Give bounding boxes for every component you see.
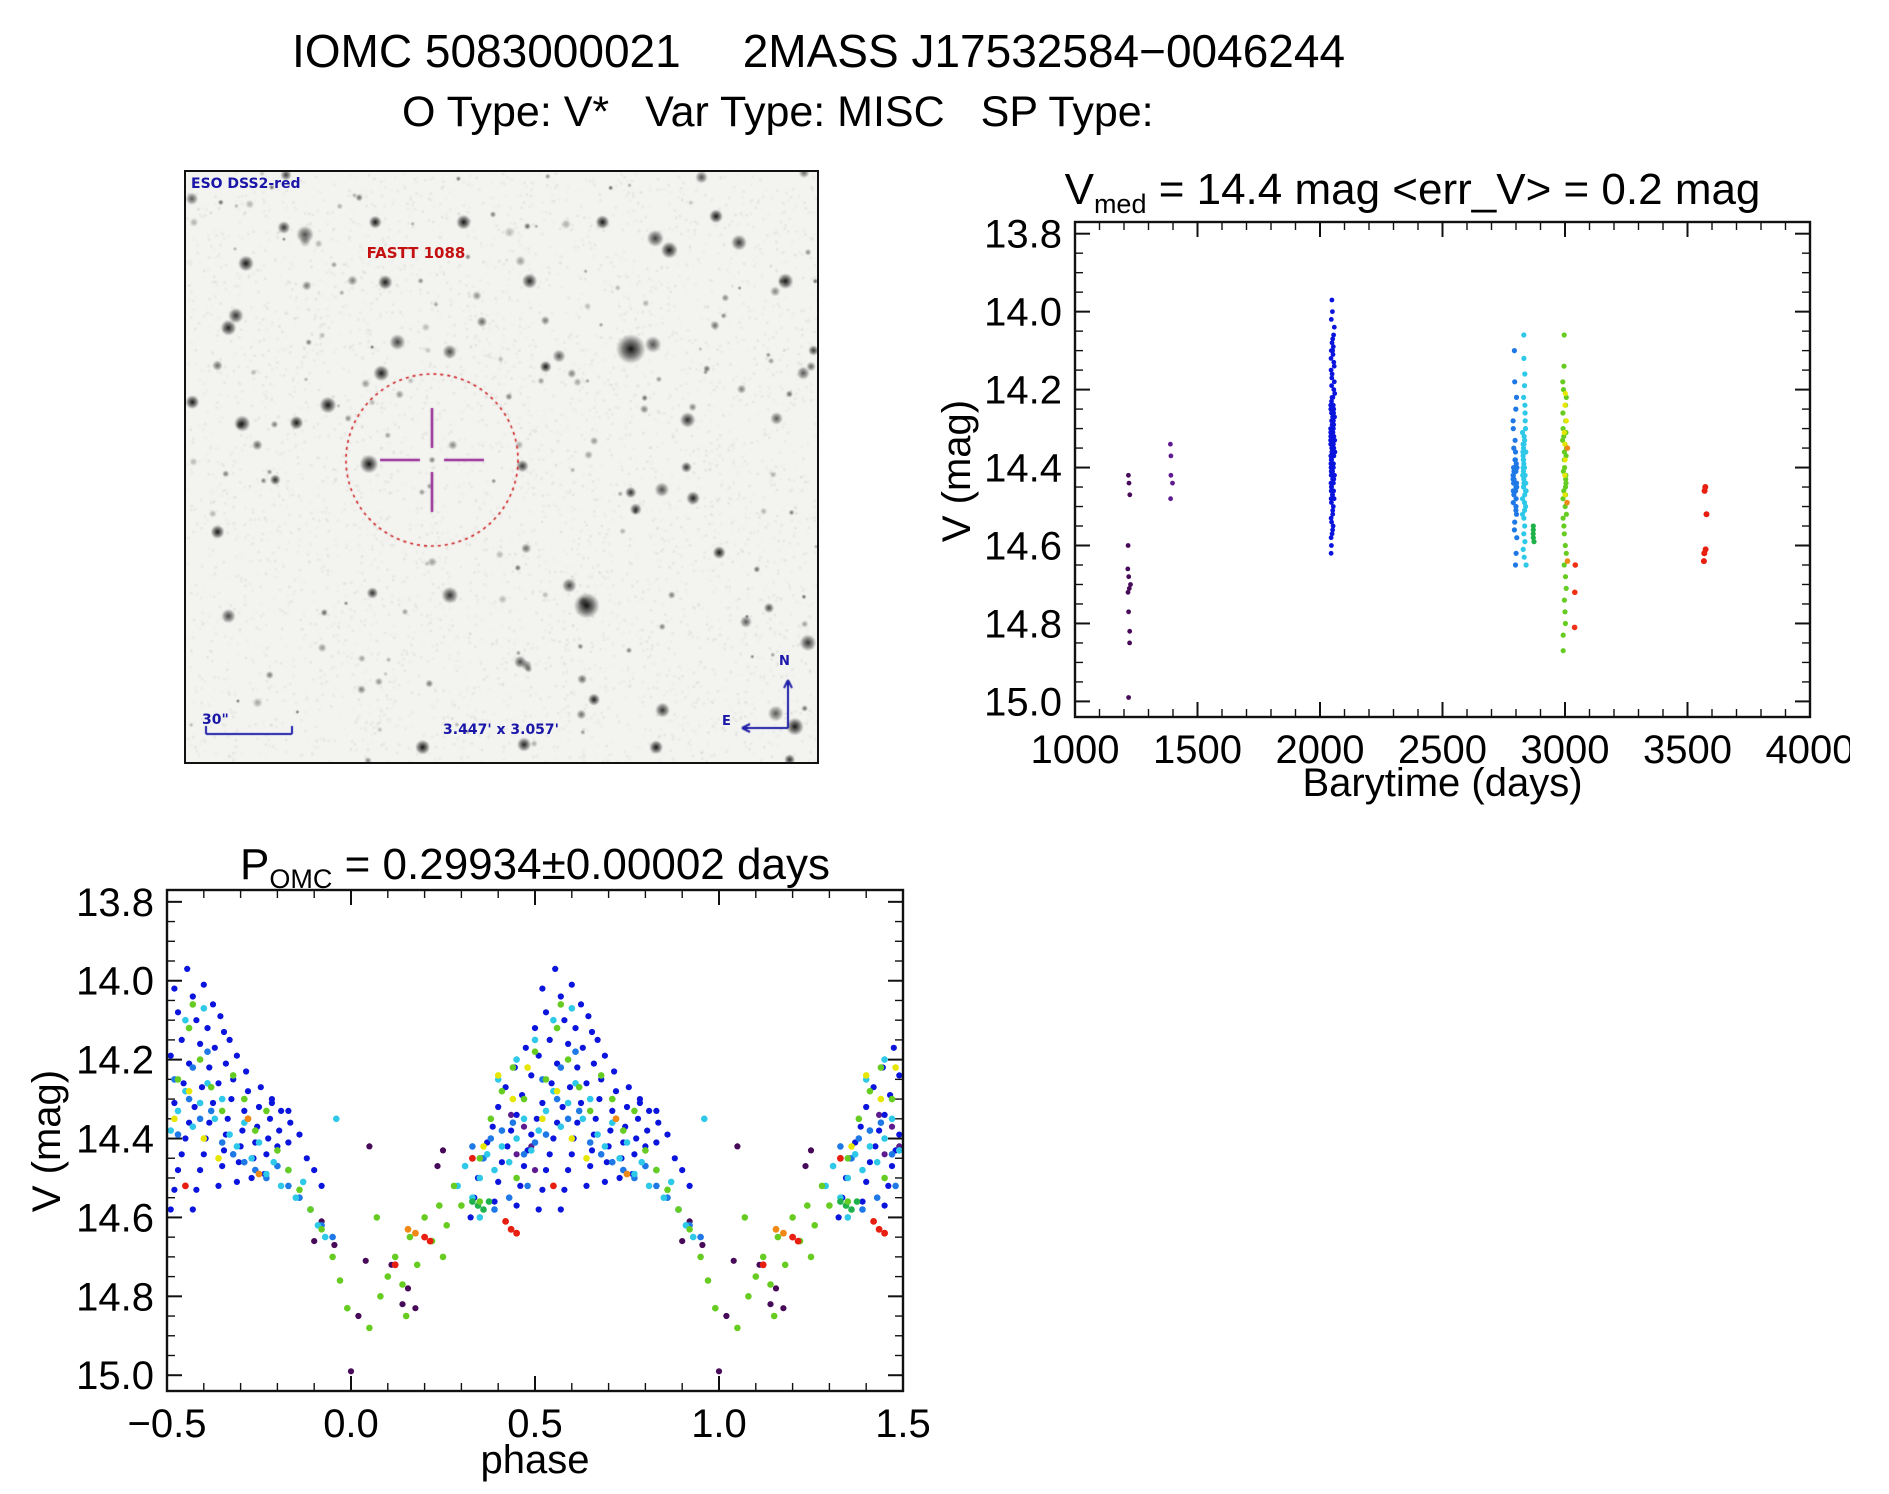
svg-text:14.2: 14.2	[76, 1039, 154, 1083]
svg-text:1000: 1000	[1031, 728, 1120, 772]
svg-text:3000: 3000	[1521, 728, 1610, 772]
svg-text:15.0: 15.0	[76, 1354, 154, 1398]
svg-text:14.4: 14.4	[76, 1118, 154, 1162]
svg-text:14.2: 14.2	[984, 369, 1062, 413]
svg-text:3500: 3500	[1643, 728, 1732, 772]
phase-plot: −0.5 0.0 0.5 1.0 1.5 13.8 14.0 14.2 14.4 14.6 14.8…	[20, 840, 940, 1494]
svg-text:2000: 2000	[1276, 728, 1365, 772]
svg-text:14.4: 14.4	[984, 447, 1062, 491]
barytime-plot-title: Vmed = 14.4 mag <err_V> = 0.2 mag	[1064, 165, 1761, 219]
svg-text:14.0: 14.0	[76, 960, 154, 1004]
phase-plot-title: POMC = 0.29934±0.00002 days	[240, 840, 830, 894]
svg-text:14.0: 14.0	[984, 291, 1062, 335]
svg-text:4000: 4000	[1766, 728, 1850, 772]
page-title-iomc: IOMC 5083000021	[292, 25, 681, 77]
svg-text:2500: 2500	[1398, 728, 1487, 772]
barytime-plot: 1000 1500 2000 2500 3000 3500 4000 13.8 14.0 14.2…	[930, 165, 1850, 825]
svg-text:14.6: 14.6	[984, 525, 1062, 569]
target-name-label: FASTT 1088	[366, 244, 466, 262]
svg-text:−0.5: −0.5	[128, 1402, 207, 1446]
svg-text:14.8: 14.8	[76, 1275, 154, 1319]
phase-plot-canvas: −0.5 0.0 0.5 1.0 1.5 13.8 14.0 14.2 14.4 14.6 14.8…	[76, 881, 931, 1446]
svg-text:1500: 1500	[1153, 728, 1242, 772]
starfield-image	[186, 172, 817, 762]
var-type-label: Var Type: MISC	[645, 88, 945, 136]
svg-text:0.5: 0.5	[507, 1402, 563, 1446]
phase-x-axis-label: phase	[480, 1438, 590, 1482]
svg-text:0.0: 0.0	[323, 1402, 379, 1446]
page-title-2mass: 2MASS J17532584−0046244	[742, 25, 1346, 77]
svg-text:13.8: 13.8	[76, 881, 154, 925]
svg-text:14.8: 14.8	[984, 602, 1062, 646]
barytime-y-axis-label: V (mag)	[935, 399, 979, 543]
barytime-plot-canvas: 1000 1500 2000 2500 3000 3500 4000 13.8 14.0 14.2…	[984, 213, 1850, 772]
north-label: N	[779, 654, 790, 669]
phase-y-axis-label: V (mag)	[25, 1069, 69, 1213]
scale-bar-label: 30"	[202, 712, 229, 728]
field-size-label: 3.447' x 3.057'	[443, 722, 559, 738]
svg-text:1.5: 1.5	[875, 1402, 931, 1446]
svg-text:13.8: 13.8	[984, 213, 1062, 257]
sp-type-label: SP Type:	[980, 88, 1154, 136]
east-label: E	[722, 714, 731, 729]
page-title: IOMC 5083000021 2MASS J17532584−0046244	[292, 24, 1345, 78]
finder-chart: ESO DSS2-red FASTT 1088 30" 3.447' x 3.0…	[184, 170, 819, 764]
barytime-x-axis-label: Barytime (days)	[1302, 761, 1583, 805]
svg-text:1.0: 1.0	[691, 1402, 747, 1446]
page-subtitle: O Type: V* Var Type: MISC SP Type:	[402, 88, 1154, 137]
object-type-label: O Type: V*	[402, 88, 610, 136]
svg-text:14.6: 14.6	[76, 1196, 154, 1240]
svg-text:15.0: 15.0	[984, 680, 1062, 724]
survey-label: ESO DSS2-red	[191, 176, 301, 192]
